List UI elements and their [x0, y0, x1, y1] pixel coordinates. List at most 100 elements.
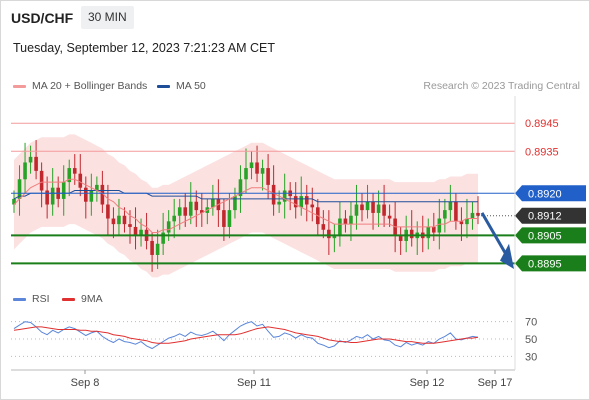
legend-rsi-label: RSI: [32, 293, 50, 305]
candle-body: [437, 218, 442, 233]
ma50-swatch: [157, 84, 170, 88]
candle-body: [95, 184, 99, 191]
legend-ma20-label: MA 20 + Bollinger Bands: [32, 80, 148, 92]
candle-body: [50, 187, 55, 205]
candle-body: [222, 210, 226, 227]
legend-ma50-label: MA 50: [176, 80, 206, 92]
candle-body: [338, 218, 342, 236]
candle-body: [150, 240, 154, 255]
candle-body: [188, 201, 193, 216]
candle-body: [426, 226, 431, 239]
candle-body: [172, 215, 176, 222]
legend-rsi: RSI: [13, 293, 50, 305]
timeframe-badge[interactable]: 30 MIN: [81, 6, 134, 29]
candle-body: [293, 196, 298, 208]
rsi-line: [13, 321, 479, 350]
candle-body: [78, 173, 83, 188]
x-tick-label: Sep 12: [410, 377, 445, 389]
candle-body: [39, 170, 44, 191]
candle-body: [155, 243, 160, 255]
candle-body: [84, 187, 88, 202]
x-tick-label: Sep 17: [478, 377, 513, 389]
candle-body: [371, 201, 375, 213]
candle-body: [349, 215, 353, 225]
candle-body: [443, 210, 447, 219]
candle-body: [177, 207, 182, 216]
candle-body: [23, 162, 27, 180]
candle-body: [327, 229, 331, 239]
candle-body: [282, 190, 287, 202]
candle-body: [106, 204, 110, 219]
candle-body: [122, 215, 127, 225]
candle-body: [255, 162, 259, 174]
ma20-swatch: [13, 84, 26, 88]
rsi-ma-line: [13, 326, 479, 344]
level-tag-0.8912: [515, 207, 586, 224]
candle-body: [360, 204, 364, 211]
candle-body: [277, 201, 281, 205]
candle-body: [117, 215, 121, 225]
candle-body: [343, 218, 348, 225]
candle-body: [448, 201, 453, 211]
candle-body: [476, 212, 480, 216]
level-value-0.8945: 0.8945: [525, 118, 559, 130]
candle-body: [470, 212, 475, 219]
candle-body: [465, 218, 469, 225]
level-tag-0.8905: [515, 227, 586, 244]
candle-body: [100, 184, 105, 205]
candle-body: [398, 235, 403, 241]
rsi-swatch: [13, 297, 26, 301]
level-value-0.8920: 0.8920: [528, 188, 562, 200]
candle-body: [321, 224, 326, 230]
candle-body: [34, 156, 38, 171]
candle-body: [304, 196, 309, 205]
candle-body: [111, 218, 116, 225]
ma9-swatch: [62, 297, 75, 301]
chart-datetime: Tuesday, September 12, 2023 7:21:23 AM C…: [13, 41, 275, 55]
candle-body: [387, 215, 392, 219]
legend-9ma-label: 9MA: [81, 293, 103, 305]
candle-body: [183, 207, 188, 216]
candle-body: [332, 235, 337, 239]
candle-body: [45, 190, 49, 205]
credit-text: Research © 2023 Trading Central: [423, 80, 580, 92]
candle-body: [299, 196, 304, 208]
level-value-0.8912: 0.8912: [528, 211, 562, 223]
candle-body: [211, 198, 215, 208]
candle-body: [166, 221, 171, 233]
level-value-0.8905: 0.8905: [528, 230, 562, 242]
candle-body: [310, 204, 315, 208]
candle-body: [227, 210, 232, 227]
x-tick-label: Sep 8: [71, 377, 100, 389]
candle-body: [139, 229, 143, 236]
level-tag-0.8920: [515, 185, 586, 202]
legend-9ma: 9MA: [62, 293, 103, 305]
candle-body: [244, 168, 248, 180]
candle-body: [454, 201, 458, 222]
candle-body: [409, 229, 414, 239]
candle-body: [194, 201, 199, 211]
candle-body: [459, 221, 464, 225]
level-value-0.8895: 0.8895: [528, 258, 562, 270]
level-value-0.8935: 0.8935: [525, 146, 559, 158]
rsi-tick-70: 70: [525, 317, 537, 329]
candle-body: [432, 226, 436, 233]
candle-body: [28, 156, 33, 163]
candle-body: [61, 182, 66, 199]
candle-body: [200, 210, 204, 213]
ma20-line: [13, 178, 478, 233]
forecast-arrow: [480, 212, 510, 259]
level-tag-0.8895: [515, 255, 586, 272]
rsi-tick-50: 50: [525, 334, 537, 346]
candle-body: [382, 204, 386, 216]
candle-body: [67, 168, 72, 183]
candle-body: [72, 168, 77, 174]
candle-body: [271, 184, 276, 205]
ma50-line: [13, 190, 478, 203]
candle-body: [233, 196, 237, 211]
candle-body: [161, 232, 165, 244]
candle-body: [266, 168, 270, 185]
candle-body: [12, 198, 16, 205]
candle-body: [17, 179, 22, 199]
